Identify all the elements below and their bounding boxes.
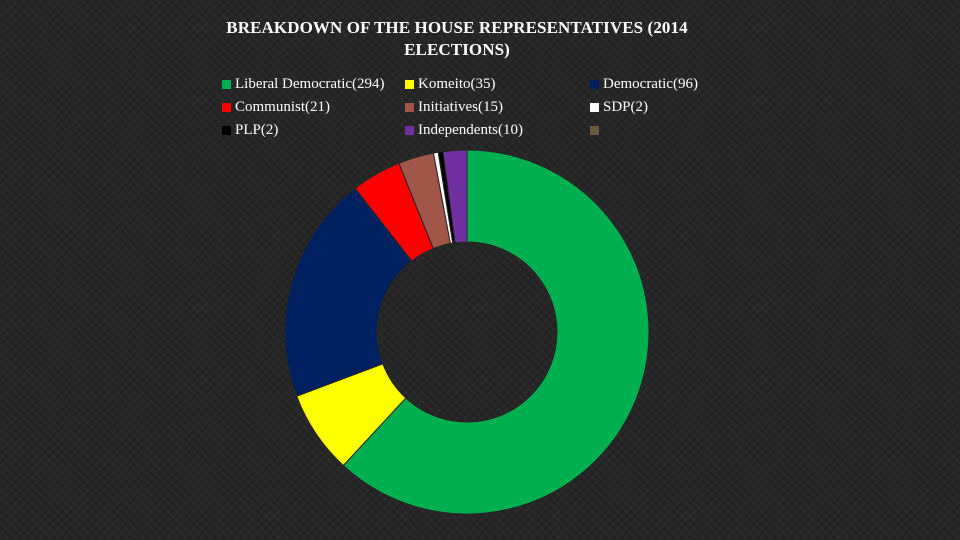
legend-label: Komeito(35)	[418, 75, 496, 92]
legend-item	[590, 119, 603, 141]
donut-slice	[342, 149, 650, 515]
legend-label: PLP(2)	[235, 121, 279, 138]
legend-item: Democratic(96)	[590, 73, 698, 95]
legend-swatch	[405, 125, 414, 135]
legend-item: Liberal Democratic(294)	[222, 73, 385, 95]
legend-swatch	[222, 79, 231, 89]
legend-swatch	[590, 125, 599, 135]
legend-label: Independents(10)	[418, 121, 523, 138]
legend-label: Democratic(96)	[603, 75, 698, 92]
legend-item: Communist(21)	[222, 96, 330, 118]
legend-item: Komeito(35)	[405, 73, 495, 95]
legend-swatch	[405, 79, 414, 89]
legend-swatch	[590, 102, 599, 112]
donut-slice	[284, 187, 413, 397]
legend-swatch	[590, 79, 599, 89]
chart-title-line-2: ELECTIONS)	[404, 40, 510, 59]
donut-slice	[442, 149, 468, 244]
legend-swatch	[222, 102, 231, 112]
legend-label: Communist(21)	[235, 98, 331, 115]
legend-swatch	[405, 102, 414, 112]
chart-title: BREAKDOWN OF THE HOUSE REPRESENTATIVES (…	[157, 17, 757, 61]
legend-item: Independents(10)	[405, 119, 523, 141]
chart-title-line-1: BREAKDOWN OF THE HOUSE REPRESENTATIVES (…	[226, 18, 688, 37]
legend-label: Initiatives(15)	[418, 98, 503, 115]
chart-legend: Liberal Democratic(294) Komeito(35) Democr…	[222, 73, 742, 143]
legend-label: SDP(2)	[603, 98, 649, 115]
legend-item: Initiatives(15)	[405, 96, 503, 118]
legend-swatch	[222, 125, 231, 135]
legend-item: PLP(2)	[222, 119, 278, 141]
legend-item: SDP(2)	[590, 96, 648, 118]
legend-label: Liberal Democratic(294)	[235, 75, 385, 92]
